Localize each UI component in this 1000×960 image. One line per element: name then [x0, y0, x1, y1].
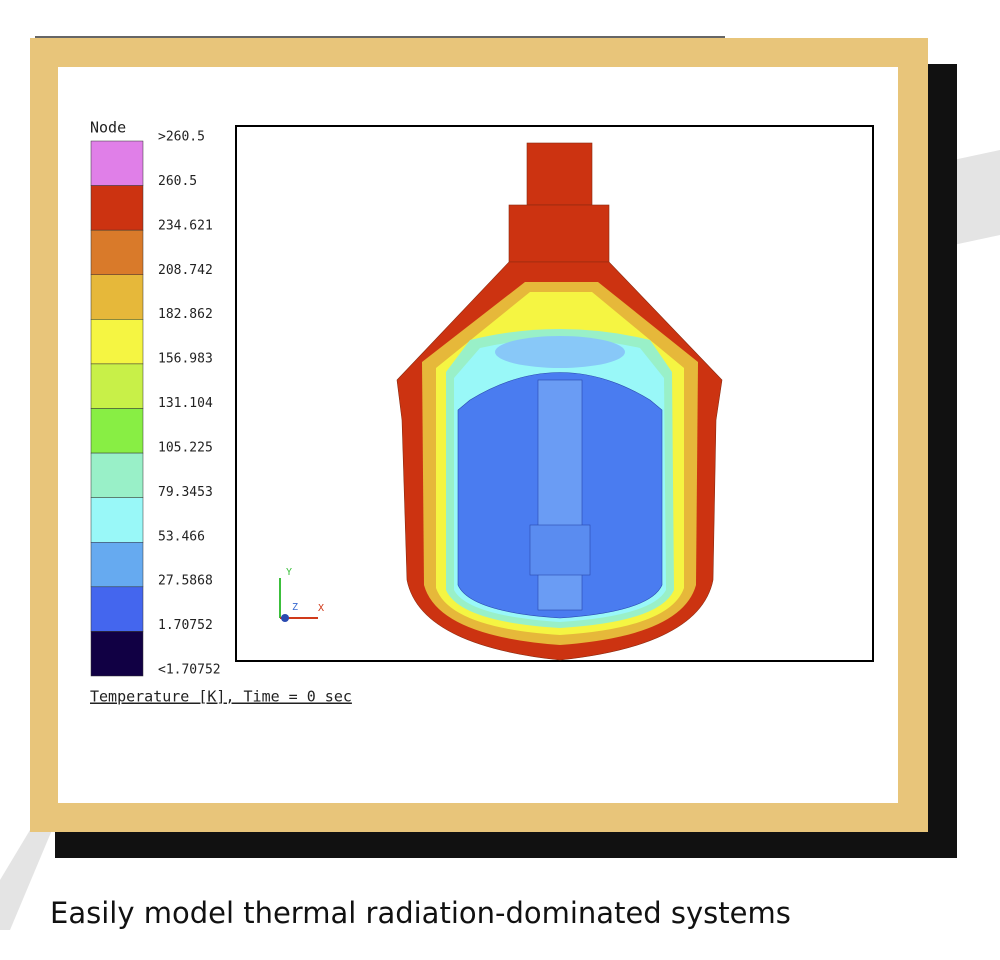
legend: Node >260.5 260.5 234.621 208.742 182.862 156…	[90, 119, 221, 678]
legend-swatch	[90, 452, 144, 498]
shaft	[537, 379, 583, 611]
legend-swatch	[90, 274, 144, 320]
triad-label: Y	[286, 567, 292, 578]
legend-label: >260.5	[158, 130, 205, 145]
axis-triad: Y Z X	[279, 567, 324, 622]
legend-swatch	[90, 363, 144, 409]
legend-label: 260.5	[158, 174, 197, 189]
neck	[526, 142, 593, 206]
legend-swatch	[90, 185, 144, 231]
shaft-base	[529, 524, 591, 576]
legend-label: 105.225	[158, 440, 213, 455]
legend-swatch	[90, 319, 144, 365]
triad-label: Z	[292, 602, 298, 613]
triad-label: X	[318, 603, 324, 614]
legend-swatch	[90, 140, 144, 186]
legend-label: 182.862	[158, 307, 213, 322]
legend-label: 156.983	[158, 352, 213, 367]
legend-label: 1.70752	[158, 618, 213, 633]
legend-swatch	[90, 631, 144, 677]
legend-swatch	[90, 542, 144, 588]
legend-label: 131.104	[158, 396, 213, 411]
legend-label: 234.621	[158, 218, 213, 233]
triad-origin	[281, 614, 289, 622]
neck	[508, 204, 610, 263]
legend-label: <1.70752	[158, 663, 221, 678]
legend-swatch	[90, 229, 144, 276]
bg-stripe	[0, 830, 52, 930]
legend-swatch	[90, 497, 144, 543]
legend-label: 53.466	[158, 529, 205, 544]
legend-label: 27.5868	[158, 574, 213, 589]
tagline: Easily model thermal radiation-dominated…	[50, 896, 791, 930]
legend-label: 79.3453	[158, 485, 213, 500]
dome	[495, 336, 625, 368]
caption: Temperature [K], Time = 0 sec	[90, 688, 352, 706]
legend-label: 208.742	[158, 263, 213, 278]
legend-swatch	[90, 586, 144, 632]
legend-title: Node	[90, 119, 126, 137]
legend-swatch	[90, 408, 144, 454]
model	[396, 142, 723, 661]
